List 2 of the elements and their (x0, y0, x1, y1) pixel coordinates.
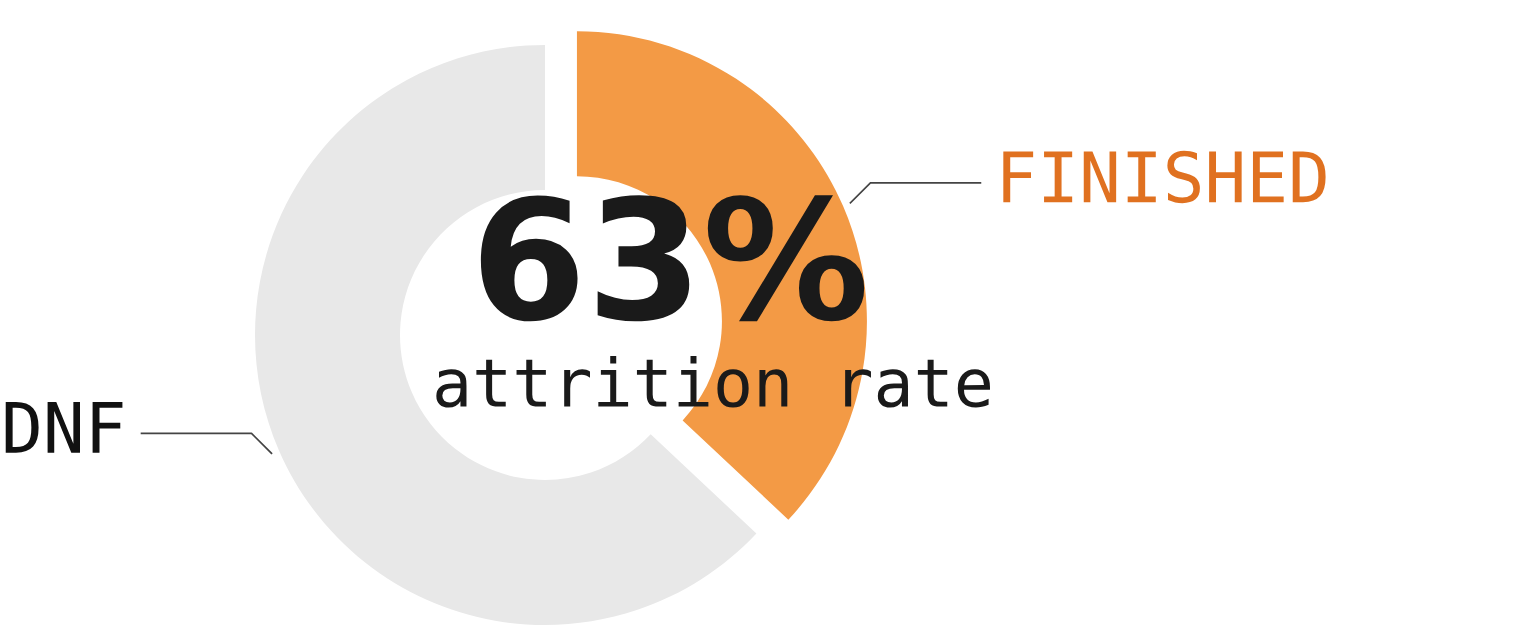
slice-label: FINISHED (1003, 150, 1326, 204)
slice-label: DNF (5, 402, 123, 453)
